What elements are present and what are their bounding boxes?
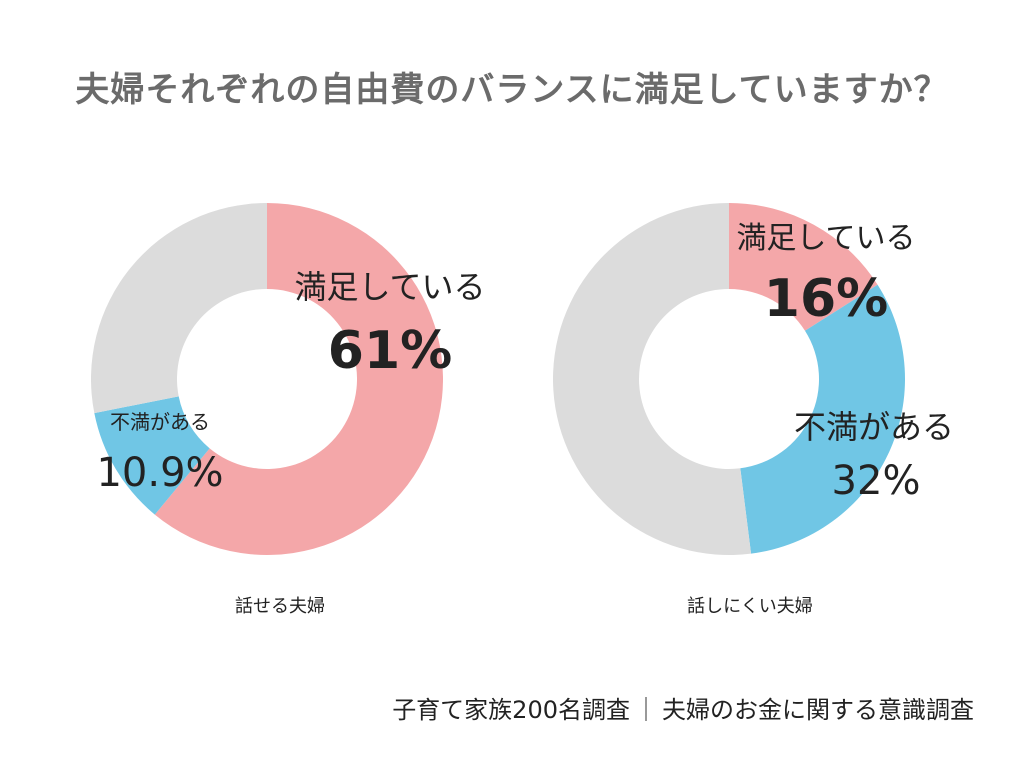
slice-value-dissatisfied-left: 10.9% — [96, 450, 223, 496]
donut-slice-satisfied-left — [154, 203, 443, 555]
slice-name-satisfied-left: 満足している — [294, 268, 485, 306]
donut-slice-satisfied-right — [729, 203, 878, 331]
footer-survey-label: 夫婦のお金に関する意識調査 — [662, 696, 974, 724]
slice-value-satisfied-right: 16% — [764, 269, 888, 329]
footer-separator: ｜ — [634, 696, 658, 724]
donut-slice-other-right — [553, 203, 752, 555]
slice-value-dissatisfied-right: 32% — [832, 458, 921, 504]
slice-name-dissatisfied-left: 不満がある — [110, 410, 210, 434]
chart-title: 夫婦それぞれの自由費のバランスに満足していますか？ — [75, 70, 949, 110]
donut-slice-dissatisfied-right — [740, 284, 905, 554]
donut-slices-left — [91, 203, 443, 555]
chart-caption-left: 話せる夫婦 — [235, 596, 325, 617]
donut-slices-right — [553, 203, 905, 555]
donut-chart-right: 満足している 16% 不満がある 32% 話しにくい夫婦 — [553, 203, 954, 617]
slice-name-dissatisfied-right: 不満がある — [794, 408, 954, 446]
footer-source: 子育て家族200名調査｜夫婦のお金に関する意識調査 — [392, 690, 974, 725]
chart-caption-right: 話しにくい夫婦 — [687, 596, 813, 617]
slice-name-satisfied-right: 満足している — [736, 221, 915, 256]
donut-slice-dissatisfied-left — [94, 396, 210, 515]
slice-value-satisfied-left: 61% — [328, 321, 452, 381]
donut-chart-left: 満足している 61% 不満がある 10.9% 話せる夫婦 — [91, 203, 486, 617]
donut-slice-other-left — [91, 203, 267, 414]
footer-source-label: 子育て家族200名調査 — [392, 696, 630, 724]
